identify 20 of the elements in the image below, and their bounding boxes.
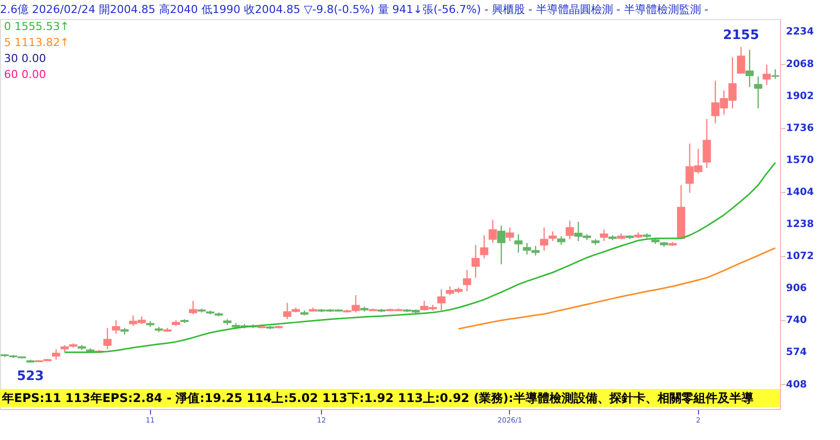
annotation: 年EPS:11 113年EPS:2.84 - 淨值:19.25 114上:5.02 113下:1.92 113上:0.92 (業務):半導體檢測設備、探針卡、相關零組件及半導 [1, 391, 754, 405]
annotation: 30 0.00 [4, 52, 46, 65]
y-tick-label: 1736 [786, 122, 814, 134]
y-tick-label: 2234 [786, 26, 814, 38]
y-tick-label: 1902 [786, 90, 814, 102]
y-tick-label: 408 [786, 379, 807, 390]
annotation: 5 1113.82↑ [4, 36, 70, 49]
y-tick-label: 1072 [786, 251, 814, 262]
annotation: 523 [16, 369, 44, 384]
y-tick-label: 906 [786, 283, 807, 294]
y-tick-label: 740 [786, 315, 807, 326]
annotation: 60 0.00 [4, 68, 46, 81]
y-tick-label: 1238 [786, 219, 814, 230]
y-tick-label: 1404 [786, 186, 814, 198]
annotation: 2155 [722, 28, 760, 43]
annotation: 0 1555.53↑ [4, 20, 70, 33]
y-tick-label: 574 [786, 347, 807, 358]
y-tick-label: 1570 [786, 154, 814, 166]
chart-title: 2.6億 2026/02/24 開2004.85 高2040 低1990 收2004.85 ▽-9.8(-0.5%) 量 941↓張(-56.7%) - 興櫃股 - 半導體晶圓檢測 - 半導體檢測監測 - [0, 3, 708, 16]
y-tick-label: 2068 [786, 58, 814, 70]
